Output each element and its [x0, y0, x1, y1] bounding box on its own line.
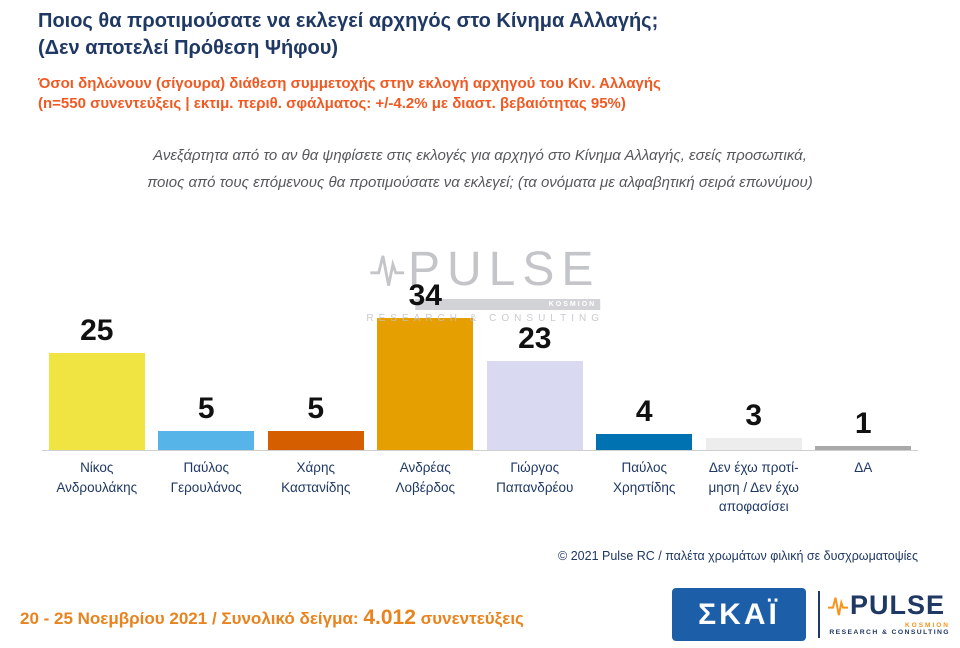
category-label: Παύλος Χρηστίδης [613, 460, 676, 495]
bar-value-label: 34 [408, 279, 442, 312]
bar [815, 446, 912, 450]
category-label: ΔΑ [854, 460, 873, 475]
category-labels: Νίκος Ανδρουλάκης Παύλος Γερουλάνος Χάρης Κασ… [42, 458, 918, 517]
copyright-note: © 2021 Pulse RC / παλέτα χρωμάτων φιλική… [558, 549, 918, 563]
page-title: Ποιος θα προτιμούσατε να εκλεγεί αρχηγός… [38, 8, 918, 62]
sample-size-value: 4.012 [363, 606, 416, 629]
bar [377, 318, 474, 450]
bar-value-label: 25 [80, 313, 114, 347]
subtitle-line-2: (n=550 συνεντεύξεις | εκτιμ. περιθ. σφάλ… [38, 95, 626, 113]
category-label: Νίκος Ανδρουλάκης [56, 460, 138, 495]
fieldwork-date-sample: 20 - 25 Νοεμβρίου 2021 / Συνολικό δείγμα… [20, 606, 524, 630]
bar-column: 1 [809, 212, 919, 450]
skai-logo: ΣΚΑΪ [672, 588, 806, 641]
bar-column: 3 [699, 212, 809, 450]
bar-column: 34 [371, 212, 481, 450]
bar [486, 360, 583, 450]
bar [267, 430, 364, 450]
skai-logo-text: ΣΚΑΪ [698, 597, 780, 631]
subtitle-line-1: Όσοι δηλώνουν (σίγουρα) διάθεση συμμετοχ… [38, 75, 661, 92]
bar-column: 25 [42, 212, 152, 450]
bar-value-label: 5 [197, 391, 215, 425]
bar [596, 434, 693, 450]
bar-column: 5 [152, 212, 262, 450]
bar-column: 23 [480, 212, 590, 450]
question-line-2: ποιος από τους επόμενους θα προτιμούσατε… [147, 174, 813, 191]
logo-divider [818, 591, 820, 638]
bar-value-label: 5 [307, 391, 325, 425]
bar [48, 352, 145, 450]
bar-column: 5 [261, 212, 371, 450]
pulse-logo-kosmion: KOSMION [904, 622, 950, 629]
title-line-1: Ποιος θα προτιμούσατε να εκλεγεί αρχηγός… [38, 10, 659, 32]
category-label: Παύλος Γερουλάνος [170, 460, 242, 495]
question-line-1: Ανεξάρτητα από το αν θα ψηφίσετε στις εκ… [153, 147, 807, 164]
bar-plot: 25 5 5 34 23 4 3 1 [42, 212, 918, 451]
bar-value-label: 1 [854, 407, 872, 441]
fieldwork-date-text: 20 - 25 Νοεμβρίου 2021 / Συνολικό δείγμα… [20, 609, 359, 628]
pulse-logo-subtitle: RESEARCH & CONSULTING [829, 629, 950, 636]
bar-value-label: 4 [635, 395, 653, 429]
sample-size-unit: συνεντεύξεις [420, 609, 524, 628]
category-label: Ανδρέας Λοβέρδος [395, 460, 456, 495]
bar-value-label: 3 [745, 399, 763, 433]
bar [158, 430, 255, 450]
category-label: Γιώργος Παπανδρέου [496, 460, 574, 495]
title-line-2: (Δεν αποτελεί Πρόθεση Ψήφου) [38, 37, 339, 59]
pulse-logo-wordmark: PULSE [850, 590, 946, 620]
subtitle: Όσοι δηλώνουν (σίγουρα) διάθεση συμμετοχ… [38, 74, 918, 115]
pulse-logo: PULSE KOSMION RESEARCH & CONSULTING [828, 590, 950, 636]
bar [705, 438, 802, 450]
bar-value-label: 23 [518, 321, 552, 355]
category-label: Δεν έχω προτί-μηση / Δεν έχω αποφασίσει [708, 460, 799, 515]
survey-question: Ανεξάρτητα από το αν θα ψηφίσετε στις εκ… [0, 142, 960, 196]
pulse-wave-icon [828, 596, 848, 615]
bar-column: 4 [590, 212, 700, 450]
category-label: Χάρης Καστανίδης [281, 460, 351, 495]
